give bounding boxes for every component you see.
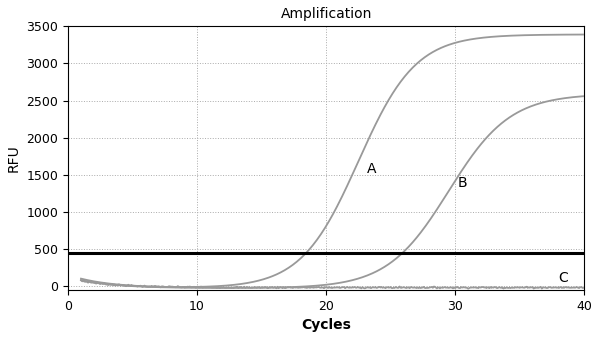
Text: B: B [458,176,467,190]
Text: A: A [367,162,377,176]
Text: C: C [558,271,568,285]
Y-axis label: RFU: RFU [7,144,21,172]
Title: Amplification: Amplification [280,7,372,21]
X-axis label: Cycles: Cycles [301,318,351,332]
